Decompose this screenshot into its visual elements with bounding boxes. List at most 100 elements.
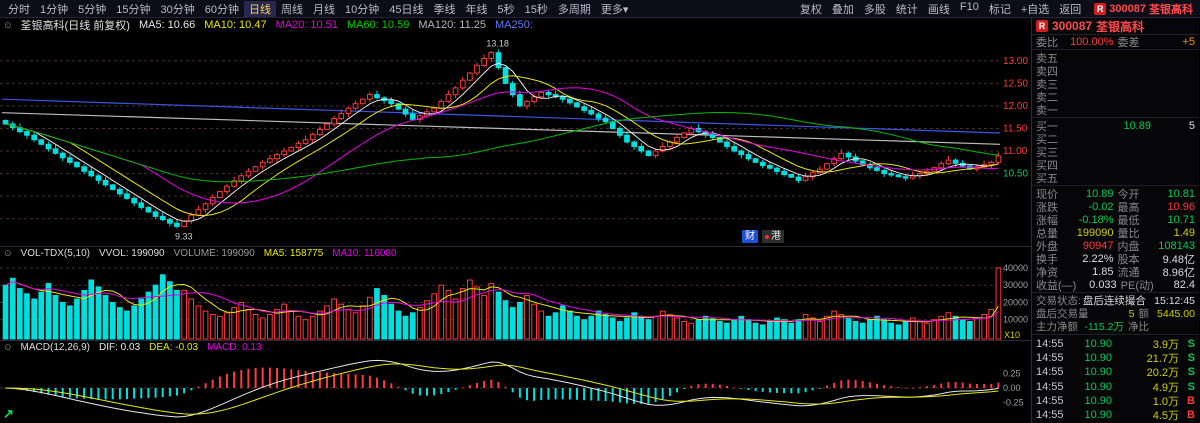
field-value: 199090 <box>1076 226 1114 239</box>
toolbar-action[interactable]: 返回 <box>1059 3 1082 16</box>
sell-level-row[interactable]: 卖五 <box>1032 51 1199 65</box>
toolbar-action[interactable]: 统计 <box>895 3 918 16</box>
period-tab[interactable]: 30分钟 <box>160 3 195 16</box>
toolbar-stock-badge[interactable]: R 300087 荃银高科 <box>1094 1 1193 17</box>
hk-flag-icon[interactable]: 港 <box>762 230 784 243</box>
indicator-label: MA20: 10.51 <box>275 19 338 31</box>
svg-text:10.50: 10.50 <box>1003 169 1028 180</box>
period-tab[interactable]: 45日线 <box>389 3 424 16</box>
trade-status-row: 交易状态: 盘后连续撮合 15:12:45 <box>1032 294 1199 308</box>
period-tab[interactable]: 5分钟 <box>78 3 107 16</box>
tick-price: 10.90 <box>1084 394 1112 407</box>
period-tab[interactable]: 更多▾ <box>600 3 629 16</box>
indicator-label: MA250: <box>495 19 533 31</box>
tick-time: 14:55 <box>1036 337 1064 350</box>
period-tab[interactable]: 日线 <box>244 0 276 17</box>
divider <box>1032 117 1199 118</box>
jump-to-latest-icon[interactable]: ↗ <box>3 406 14 421</box>
tick-direction: S <box>1187 337 1195 350</box>
period-tab[interactable]: 60分钟 <box>204 3 239 16</box>
period-tab[interactable]: 多周期 <box>557 3 591 16</box>
period-tab[interactable]: 10分钟 <box>345 3 380 16</box>
trade-status-value: 盘后连续撮合 <box>1082 295 1146 307</box>
sell-level-row[interactable]: 卖四 <box>1032 64 1199 78</box>
collapse-icon[interactable]: ⊙ <box>4 341 12 352</box>
level-label: 买五 <box>1036 172 1058 185</box>
buy-level-row[interactable]: 买二 <box>1032 132 1199 146</box>
toolbar-action[interactable]: 标记 <box>988 3 1011 16</box>
candlestick-chart[interactable]: 10.50 11.00 11.50 12.00 12.50 13.00 13.18 9.33 <box>0 32 1032 247</box>
afterhours-amount: 5445.00 <box>1157 307 1195 320</box>
chart-title: 荃银高科(日线 前复权) <box>20 20 130 32</box>
finance-flag-icon[interactable]: 财 <box>742 230 758 243</box>
buy-level-row[interactable]: 买四 <box>1032 158 1199 172</box>
toolbar-action[interactable]: F10 <box>959 0 979 13</box>
tick-row[interactable]: 14:55 10.90 1.0万 B <box>1032 394 1199 408</box>
price-pane: ⊙ 荃银高科(日线 前复权) MA5: 10.66 MA10: 10.47 MA20… <box>0 18 1031 247</box>
level-price: 10.89 <box>1123 119 1151 132</box>
afterhours-amount-label: 额 <box>1138 308 1150 320</box>
sell-level-row[interactable]: 卖二 <box>1032 90 1199 104</box>
tick-row[interactable]: 14:55 10.90 4.5万 B <box>1032 409 1199 422</box>
level-label: 卖五 <box>1036 52 1058 65</box>
divider <box>1032 292 1199 293</box>
stat-row: 涨幅 -0.18% 最低 10.71 <box>1032 213 1199 227</box>
period-tab[interactable]: 15秒 <box>524 3 548 16</box>
period-tab[interactable]: 15分钟 <box>116 3 151 16</box>
period-tab[interactable]: 分时 <box>8 3 30 16</box>
tick-row[interactable]: 14:55 10.90 4.9万 S <box>1032 380 1199 394</box>
period-tab[interactable]: 1分钟 <box>40 3 69 16</box>
indicator-label: MA10: 10.47 <box>204 19 267 31</box>
svg-text:-0.25: -0.25 <box>1003 398 1024 408</box>
toolbar-action[interactable]: 画线 <box>927 3 950 16</box>
tick-row[interactable]: 14:55 10.90 3.9万 S <box>1032 337 1199 351</box>
buy-level-row[interactable]: 买五 <box>1032 171 1199 185</box>
field-value: 1.85 <box>1092 265 1114 278</box>
tick-row[interactable]: 14:55 10.90 20.2万 S <box>1032 366 1199 379</box>
toolbar-action[interactable]: 多股 <box>863 3 886 16</box>
svg-text:12.00: 12.00 <box>1003 101 1028 112</box>
buy-level-row[interactable]: 买一 10.89 5 <box>1032 119 1199 133</box>
tick-volume: 3.9万 <box>1152 338 1179 351</box>
buy-level-row[interactable]: 买三 <box>1032 145 1199 159</box>
stat-row: 收益(—) 0.033 PE(动) 82.4 <box>1032 278 1199 292</box>
tick-price: 10.90 <box>1084 409 1112 422</box>
period-tab[interactable]: 年线 <box>465 3 488 16</box>
collapse-icon[interactable]: ⊙ <box>4 19 12 30</box>
flag-badges: 财 港 <box>742 230 784 243</box>
period-tab[interactable]: 周线 <box>281 3 303 16</box>
tick-time: 14:55 <box>1036 394 1064 407</box>
toolbar-action[interactable]: 复权 <box>799 3 822 16</box>
tick-volume: 21.7万 <box>1146 353 1179 366</box>
period-tab[interactable]: 5秒 <box>497 3 515 16</box>
field-value: 82.4 <box>1173 278 1196 291</box>
weibi-row: 委比 100.00% 委差 +5 <box>1032 35 1199 49</box>
sell-level-row[interactable]: 卖一 <box>1032 103 1199 117</box>
toolbar-action[interactable]: +自选 <box>1020 3 1050 16</box>
toolbar-action[interactable]: 叠加 <box>831 3 854 16</box>
svg-text:9.33: 9.33 <box>175 232 193 242</box>
field-label: 流通 <box>1117 266 1140 279</box>
field-value: -0.02 <box>1088 200 1114 213</box>
period-tab[interactable]: 月线 <box>313 3 335 16</box>
volume-chart[interactable]: 10000 20000 30000 40000 X10 <box>0 259 1032 341</box>
tick-row[interactable]: 14:55 10.90 21.7万 S <box>1032 352 1199 365</box>
divider <box>1032 185 1199 186</box>
collapse-icon[interactable]: ⊙ <box>4 247 12 258</box>
indicator-label: MA5: 10.66 <box>138 19 196 31</box>
field-value: -0.18% <box>1078 213 1114 226</box>
svg-text:0.25: 0.25 <box>1003 368 1021 378</box>
indicator-label: VVOL: 199090 <box>99 247 165 259</box>
tick-volume: 20.2万 <box>1146 367 1179 380</box>
sell-level-row[interactable]: 卖三 <box>1032 77 1199 91</box>
tick-price: 10.90 <box>1084 352 1112 365</box>
macd-chart[interactable]: 0.25 0.00 -0.25 <box>0 353 1032 423</box>
field-label: 委比 <box>1036 36 1058 49</box>
macd-pane-header: ⊙ MACD(12,26,9) DIF: 0.03 DEA: -0.03 MACD: … <box>0 341 1031 353</box>
field-value: 100.00% <box>1070 35 1114 48</box>
order-book: 卖五 卖四 卖三 卖二 卖一 买一 10.89 5 买二 买三 买四 买五 <box>1032 51 1199 185</box>
tick-time: 14:55 <box>1036 352 1064 365</box>
period-tab[interactable]: 季线 <box>433 3 456 16</box>
level-label: 买一 <box>1036 120 1058 133</box>
main-body: ⊙ 荃银高科(日线 前复权) MA5: 10.66 MA10: 10.47 MA20… <box>0 18 1200 423</box>
